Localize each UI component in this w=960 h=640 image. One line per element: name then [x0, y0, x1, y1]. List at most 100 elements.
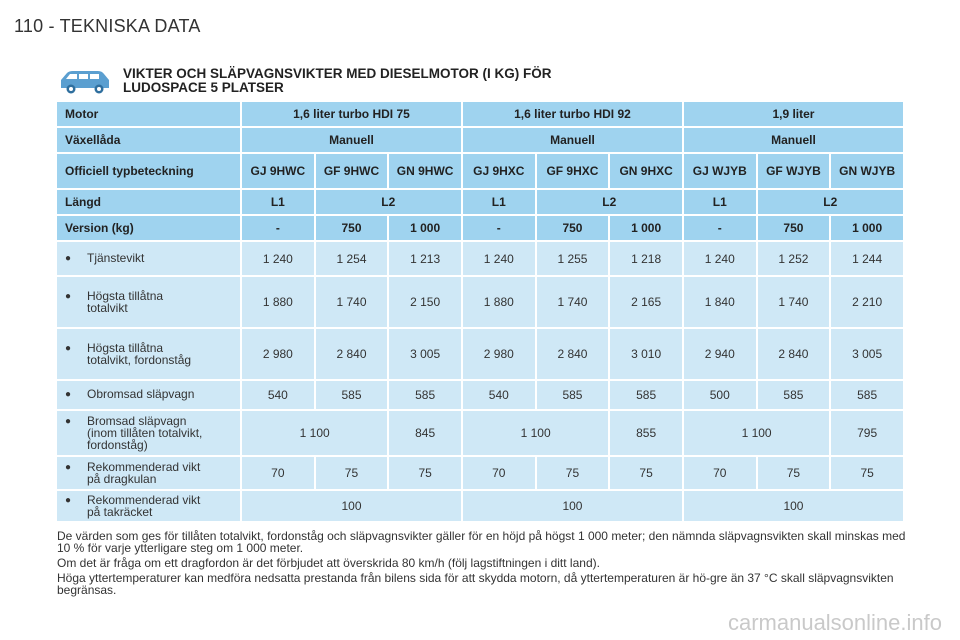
version-cell: - [683, 216, 756, 240]
data-cell: 75 [536, 457, 609, 489]
length-cell: L1 [462, 190, 535, 214]
bullet-icon: ● [65, 495, 72, 506]
gearbox-cell: Manuell [242, 128, 461, 152]
note-paragraph: De värden som ges för tillåten totalvikt… [57, 529, 906, 555]
bullet-icon: ● [65, 389, 72, 400]
version-cell: 750 [757, 216, 830, 240]
car-icon [61, 71, 109, 94]
section-title-line-1: VIKTER OCH SLÄPVAGNSVIKTER MED DIESELMOT… [123, 66, 552, 81]
data-cell: 1 880 [242, 277, 314, 327]
version-cell: - [242, 216, 314, 240]
gearbox-row: Växellåda Manuell Manuell Manuell [57, 128, 903, 152]
data-cell: 100 [462, 491, 682, 521]
motor-row: Motor 1,6 liter turbo HDI 75 1,6 liter t… [57, 102, 903, 126]
totalvikt-fordonstag-row: ● Högsta tillåtna totalvikt, fordonståg 2 … [57, 329, 903, 379]
data-cell: 70 [242, 457, 314, 489]
data-cell: 75 [389, 457, 461, 489]
dragkula-label: ● Rekommenderad vikt på dragkulan [57, 457, 240, 489]
data-cell: 1 213 [389, 242, 461, 275]
gearbox-cell: Manuell [462, 128, 682, 152]
takracke-label: ● Rekommenderad vikt på takräcket [57, 491, 240, 521]
note-paragraph: Om det är fråga om ett dragfordon är det… [57, 556, 600, 570]
data-cell: 2 840 [315, 329, 388, 379]
data-cell: 1 880 [462, 277, 535, 327]
notes: De värden som ges för tillåten totalvikt… [57, 530, 917, 599]
version-cell: 750 [536, 216, 609, 240]
bullet-icon: ● [65, 416, 72, 427]
takracke-row: ● Rekommenderad vikt på takräcket 100 100 … [57, 491, 903, 521]
typecode-row: Officiell typbeteckning GJ 9HWC GF 9HWC … [57, 154, 903, 188]
typecode-cell: GJ 9HXC [462, 154, 535, 188]
data-cell: 75 [757, 457, 830, 489]
data-cell: 75 [610, 457, 682, 489]
length-cell: L2 [757, 190, 903, 214]
data-cell: 2 840 [757, 329, 830, 379]
data-cell: 100 [683, 491, 903, 521]
data-cell: 1 840 [683, 277, 756, 327]
tjanstevikt-row: ● Tjänstevikt 1 240 1 254 1 213 1 240 1 2… [57, 242, 903, 275]
version-cell: - [462, 216, 535, 240]
typecode-cell: GJ 9HWC [242, 154, 314, 188]
totalvikt-fordonstag-label: ● Högsta tillåtna totalvikt, fordonståg [57, 329, 240, 379]
data-cell: 845 [389, 411, 461, 455]
data-cell: 1 255 [536, 242, 609, 275]
gearbox-label: Växellåda [57, 128, 240, 152]
version-cell: 1 000 [610, 216, 682, 240]
typecode-cell: GN 9HWC [389, 154, 461, 188]
section-title-line-2: LUDOSPACE 5 PLATSER [123, 80, 284, 95]
data-cell: 585 [536, 381, 609, 409]
typecode-cell: GN WJYB [831, 154, 903, 188]
typecode-cell: GF WJYB [757, 154, 830, 188]
data-cell: 3 005 [831, 329, 903, 379]
data-cell: 1 100 [242, 411, 388, 455]
totalvikt-row: ● Högsta tillåtna totalvikt 1 880 1 740 2 … [57, 277, 903, 327]
data-cell: 2 980 [242, 329, 314, 379]
data-cell: 3 005 [389, 329, 461, 379]
data-cell: 585 [315, 381, 388, 409]
gearbox-cell: Manuell [683, 128, 903, 152]
totalvikt-label: ● Högsta tillåtna totalvikt [57, 277, 240, 327]
data-cell: 585 [389, 381, 461, 409]
typecode-cell: GF 9HWC [315, 154, 388, 188]
obromsad-row: ● Obromsad släpvagn 540 585 585 540 585 5… [57, 381, 903, 409]
data-cell: 1 740 [757, 277, 830, 327]
data-cell: 1 252 [757, 242, 830, 275]
data-cell: 2 840 [536, 329, 609, 379]
data-cell: 585 [757, 381, 830, 409]
data-cell: 855 [610, 411, 682, 455]
data-cell: 1 240 [242, 242, 314, 275]
note-paragraph: Höga yttertemperaturer kan medföra nedsa… [57, 571, 894, 597]
tjanstevikt-label: ● Tjänstevikt [57, 242, 240, 275]
watermark: carmanualsonline.info [727, 610, 942, 635]
data-cell: 70 [462, 457, 535, 489]
data-cell: 1 254 [315, 242, 388, 275]
weights-table: Motor 1,6 liter turbo HDI 75 1,6 liter t… [55, 100, 905, 523]
bromsad-label: ● Bromsad släpvagn (inom tillåten totalvik… [57, 411, 240, 455]
data-cell: 3 010 [610, 329, 682, 379]
data-cell: 1 240 [462, 242, 535, 275]
data-cell: 75 [315, 457, 388, 489]
page-header: 110 - TEKNISKA DATA [14, 16, 201, 36]
data-cell: 1 244 [831, 242, 903, 275]
length-cell: L1 [683, 190, 756, 214]
data-cell: 2 940 [683, 329, 756, 379]
data-cell: 585 [610, 381, 682, 409]
motor-cell: 1,6 liter turbo HDI 92 [462, 102, 682, 126]
typecode-cell: GF 9HXC [536, 154, 609, 188]
version-cell: 1 000 [389, 216, 461, 240]
data-cell: 1 100 [462, 411, 609, 455]
data-cell: 500 [683, 381, 756, 409]
data-cell: 2 980 [462, 329, 535, 379]
typecode-label: Officiell typbeteckning [57, 154, 240, 188]
data-cell: 1 740 [315, 277, 388, 327]
length-cell: L2 [536, 190, 682, 214]
length-label: Längd [57, 190, 240, 214]
typecode-cell: GJ WJYB [683, 154, 756, 188]
bullet-icon: ● [65, 291, 72, 302]
data-cell: 2 210 [831, 277, 903, 327]
bullet-icon: ● [65, 343, 72, 354]
data-cell: 75 [831, 457, 903, 489]
data-cell: 100 [242, 491, 461, 521]
version-row: Version (kg) - 750 1 000 - 750 1 000 - 7… [57, 216, 903, 240]
data-cell: 1 240 [683, 242, 756, 275]
